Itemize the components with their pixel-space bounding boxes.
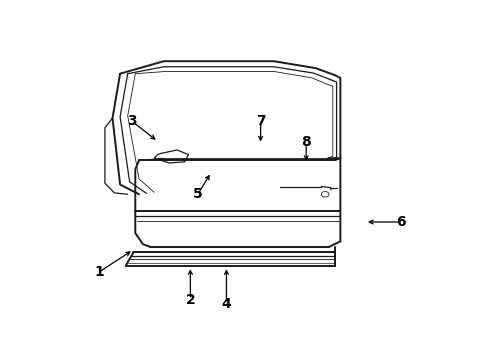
- Text: 3: 3: [127, 114, 136, 128]
- Text: 8: 8: [301, 135, 311, 149]
- Text: 4: 4: [221, 297, 231, 311]
- Text: 6: 6: [396, 215, 406, 229]
- Text: 1: 1: [95, 265, 104, 279]
- Text: 5: 5: [193, 187, 203, 201]
- Text: 7: 7: [256, 114, 266, 128]
- Text: 2: 2: [186, 293, 195, 307]
